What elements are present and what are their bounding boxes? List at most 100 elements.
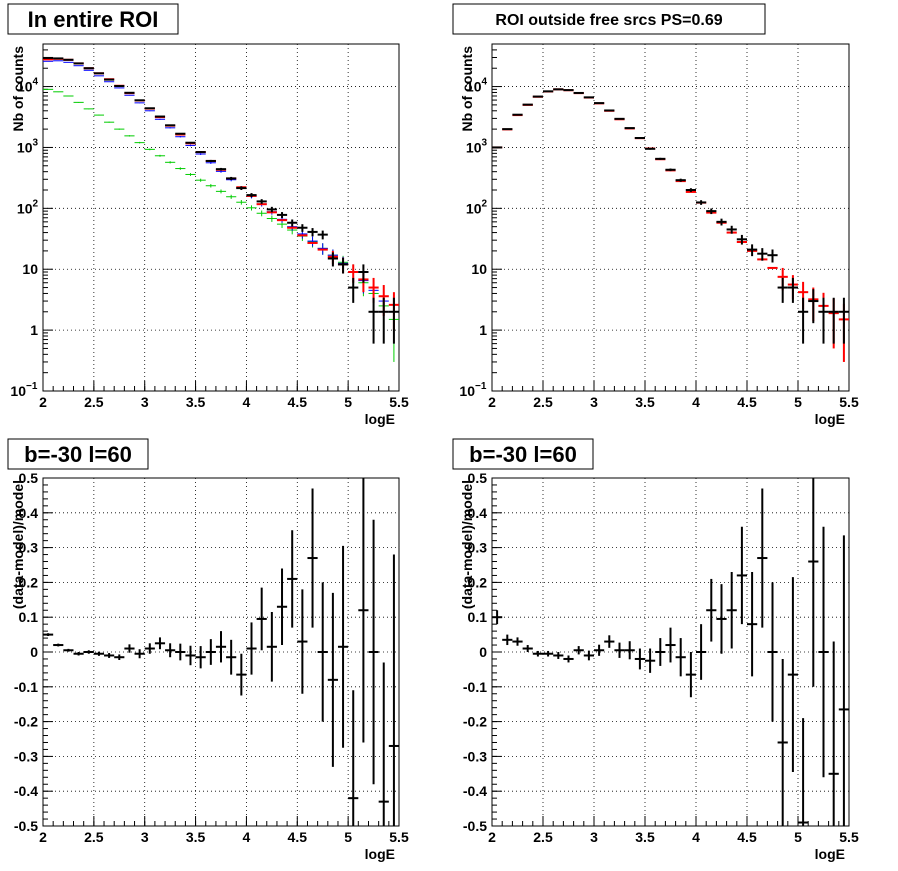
y-tick-exponent: −1	[475, 381, 487, 392]
y-tick-label: 0.4	[468, 505, 488, 521]
data-point	[777, 277, 788, 303]
data-point	[757, 488, 768, 628]
x-tick-label: 3	[141, 394, 149, 410]
data-point	[502, 128, 513, 131]
chart-title: b=-30 l=60	[24, 442, 132, 467]
data-point	[124, 644, 135, 653]
data-point	[736, 234, 747, 245]
data-point	[512, 637, 523, 646]
y-tick-exponent: 4	[33, 77, 39, 88]
data-point	[226, 194, 237, 199]
data-point	[205, 639, 216, 665]
data-point	[154, 637, 166, 650]
y-tick-label: 10	[17, 139, 33, 155]
data-point	[594, 644, 605, 656]
data-point	[144, 148, 155, 151]
y-tick-label: 0.3	[19, 540, 39, 556]
y-tick-label: -0.5	[463, 818, 487, 834]
data-point	[378, 662, 389, 826]
data-point	[276, 212, 288, 219]
data-point	[114, 654, 125, 661]
x-tick-label: 2	[488, 394, 496, 410]
chart-panel-4: 2 2.5 3 3.5 4 4.5 5 5.5 -0.5 -0.4 -0.3 -0.2 -0.1 0 0.1…	[452, 438, 859, 862]
data-point	[246, 205, 257, 211]
data-point	[266, 611, 277, 682]
x-tick-label: 4	[243, 394, 251, 410]
x-tick-label: 2.5	[533, 829, 553, 845]
data-point	[583, 650, 594, 661]
data-point	[696, 624, 707, 680]
data-point	[634, 648, 645, 670]
y-tick-label: 10	[471, 261, 487, 277]
data-point	[828, 641, 839, 826]
data-point	[388, 297, 399, 344]
y-tick-label: 0.2	[19, 574, 39, 590]
y-tick-label: -0.3	[14, 748, 38, 764]
data-point	[368, 519, 379, 785]
y-tick-exponent: 3	[482, 137, 488, 148]
data-point	[573, 646, 584, 655]
data-point	[124, 135, 135, 137]
data-point	[563, 655, 574, 663]
data-point	[195, 153, 206, 155]
data-point	[114, 87, 125, 89]
data-point	[532, 650, 543, 657]
data-point	[512, 113, 523, 116]
data-point	[154, 154, 166, 157]
data-point	[154, 118, 166, 120]
data-point	[73, 101, 84, 103]
data-point	[215, 167, 227, 171]
x-axis-label: logE	[815, 846, 845, 862]
data-point	[543, 650, 554, 657]
y-tick-label: -0.5	[14, 818, 38, 834]
data-point	[154, 115, 166, 118]
data-point	[165, 161, 176, 164]
x-tick-label: 5.5	[839, 394, 859, 410]
data-point	[134, 649, 145, 659]
data-point	[236, 186, 247, 191]
data-point	[645, 147, 656, 150]
data-point	[726, 225, 737, 234]
data-point	[144, 107, 155, 110]
y-tick-exponent: −1	[26, 381, 38, 392]
x-tick-label: 4	[243, 829, 251, 845]
y-tick-label: 10	[17, 200, 33, 216]
data-point	[838, 297, 849, 344]
data-point	[787, 277, 798, 303]
data-point	[808, 289, 819, 324]
y-axis-label: (data-model)/model	[10, 480, 26, 609]
data-point	[307, 228, 318, 237]
data-point	[83, 650, 94, 654]
x-axis-label: logE	[365, 846, 395, 862]
data-point	[195, 178, 206, 182]
y-tick-label: 10	[22, 261, 38, 277]
data-point	[726, 571, 737, 649]
data-point	[327, 252, 338, 267]
data-point	[63, 648, 74, 652]
data-point	[236, 653, 247, 696]
data-point	[818, 526, 829, 778]
data-point	[573, 91, 584, 94]
data-point	[297, 589, 308, 694]
title-box	[452, 438, 594, 470]
data-point	[185, 144, 196, 147]
data-point	[175, 167, 186, 170]
y-tick-label: -0.1	[463, 679, 487, 695]
data-point	[583, 96, 594, 99]
data-point	[327, 592, 338, 767]
data-point	[205, 184, 216, 188]
data-point	[73, 652, 84, 656]
data-point	[798, 718, 809, 826]
data-point	[144, 110, 155, 112]
data-point	[287, 219, 298, 227]
data-point	[93, 651, 105, 656]
x-tick-label: 2.5	[84, 829, 104, 845]
data-point	[266, 206, 277, 213]
data-point	[93, 114, 105, 116]
data-point	[205, 161, 216, 164]
data-point	[205, 159, 216, 163]
data-point	[747, 244, 758, 257]
y-tick-label: 1	[30, 322, 38, 338]
y-axis-label: Nb of counts	[10, 46, 26, 132]
